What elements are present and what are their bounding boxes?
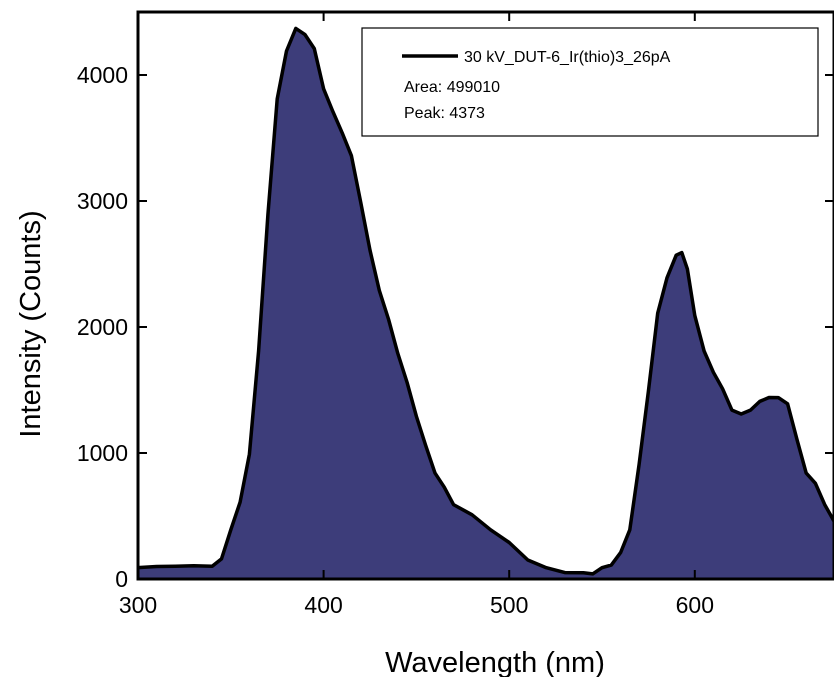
y-tick-label: 2000	[77, 314, 128, 340]
legend: 30 kV_DUT-6_Ir(thio)3_26pA Area: 499010 …	[361, 27, 819, 137]
legend-series-label: 30 kV_DUT-6_Ir(thio)3_26pA	[464, 49, 671, 66]
x-tick-label: 400	[304, 592, 342, 618]
plot-area	[137, 26, 834, 579]
y-tick-label: 4000	[77, 62, 128, 88]
legend-peak-text: Peak: 4373	[404, 105, 485, 122]
y-tick-label: 0	[115, 566, 128, 592]
x-tick-label: 500	[490, 592, 528, 618]
y-tick-label: 1000	[77, 440, 128, 466]
plot-frame	[136, 10, 834, 581]
y-axis-ticks: 0 1000 2000 3000 4000	[77, 62, 834, 592]
legend-box	[361, 27, 819, 137]
x-tick-label: 300	[119, 592, 157, 618]
x-axis-ticks: 300 400 500 600	[119, 12, 714, 618]
x-tick-label: 600	[676, 592, 714, 618]
spectrum-line	[137, 26, 834, 576]
y-axis-title: Intensity (Counts)	[15, 210, 47, 437]
legend-area-text: Area: 499010	[404, 79, 500, 96]
y-tick-label: 3000	[77, 188, 128, 214]
x-axis-title: Wavelength (nm)	[385, 647, 605, 677]
spectrum-area-fill	[138, 28, 834, 579]
